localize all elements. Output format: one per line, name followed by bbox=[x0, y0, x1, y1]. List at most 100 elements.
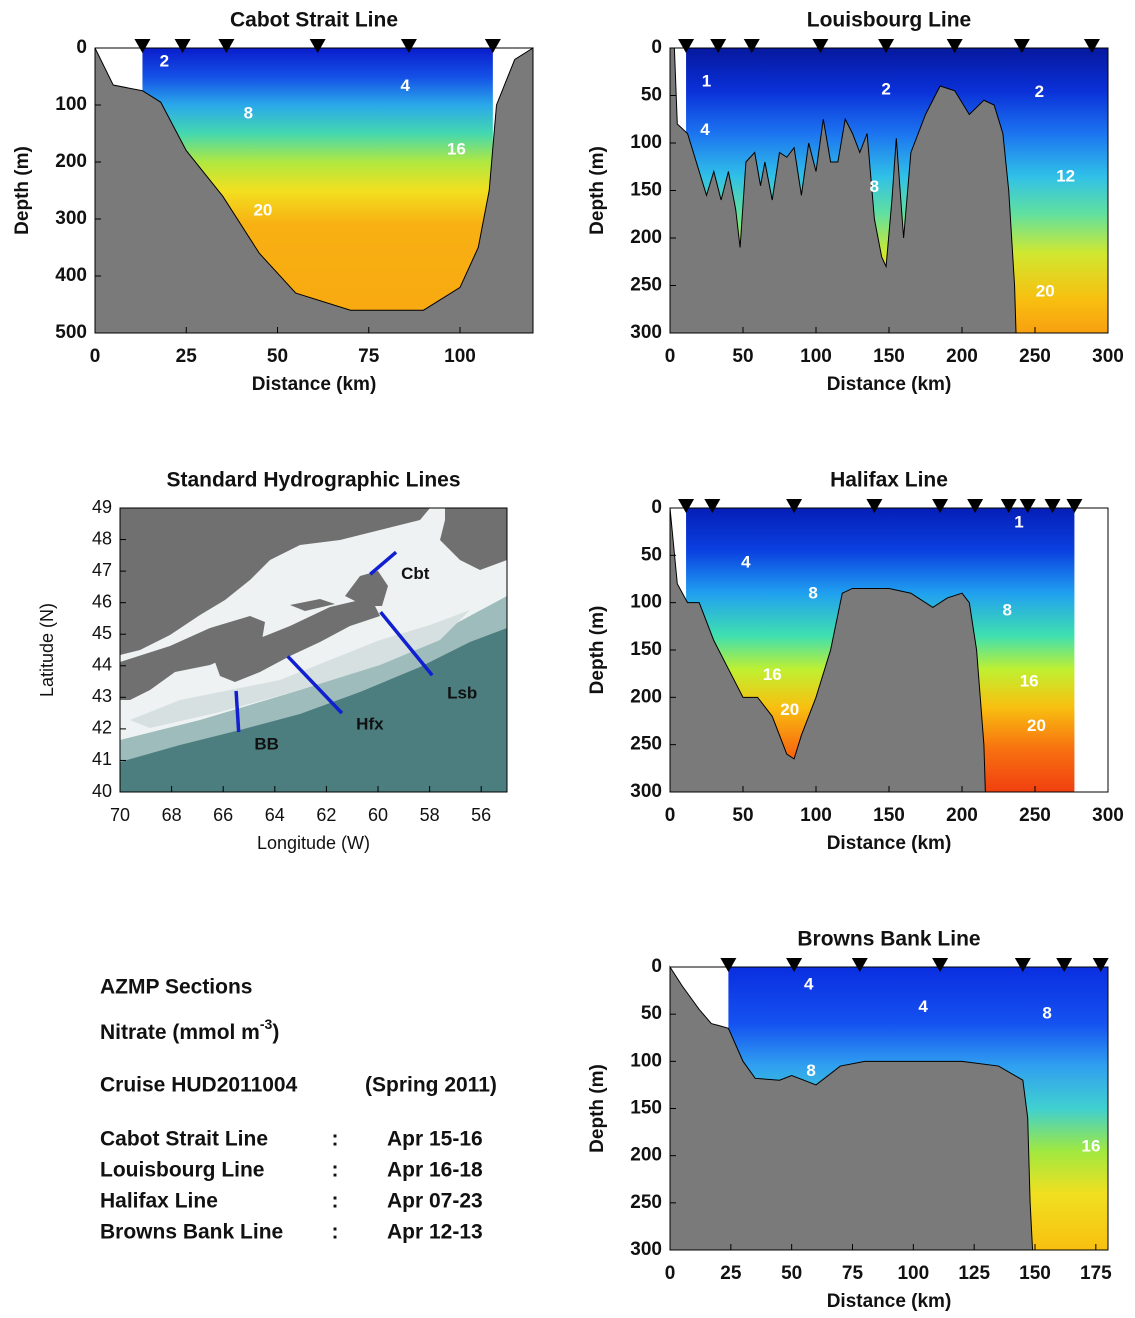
chart-title: Browns Bank Line bbox=[797, 928, 980, 951]
x-tick-label: 125 bbox=[958, 1263, 990, 1284]
row-line: Halifax Line bbox=[100, 1190, 218, 1213]
y-tick-label: 40 bbox=[92, 781, 112, 801]
station bbox=[720, 958, 737, 972]
station bbox=[1014, 958, 1031, 972]
x-tick-label: 56 bbox=[471, 805, 491, 825]
row-dates: Apr 07-23 bbox=[387, 1190, 483, 1213]
station bbox=[1056, 958, 1073, 972]
y-tick-label: 300 bbox=[630, 322, 662, 343]
x-tick-label: 100 bbox=[800, 805, 832, 826]
contour-label: 4 bbox=[918, 997, 928, 1016]
y-tick-label: 200 bbox=[630, 686, 662, 707]
land bbox=[290, 599, 335, 611]
contour-label: 20 bbox=[1036, 282, 1055, 301]
station bbox=[967, 499, 984, 513]
x-tick-label: 250 bbox=[1019, 346, 1051, 367]
x-tick-label: 0 bbox=[665, 1263, 676, 1284]
contour-label: 8 bbox=[1003, 601, 1012, 620]
station bbox=[932, 958, 949, 972]
y-axis-label: Latitude (N) bbox=[37, 603, 57, 697]
y-tick-label: 49 bbox=[92, 497, 112, 517]
deep-water bbox=[120, 628, 507, 792]
y-tick-label: 41 bbox=[92, 749, 112, 769]
contour-label: 16 bbox=[447, 140, 466, 159]
y-tick-label: 300 bbox=[630, 1239, 662, 1260]
station bbox=[484, 39, 501, 53]
x-tick-label: 300 bbox=[1092, 346, 1124, 367]
y-tick-label: 200 bbox=[630, 227, 662, 248]
x-tick-label: 0 bbox=[665, 805, 676, 826]
contour-label: 20 bbox=[253, 201, 272, 220]
contour-label: 12 bbox=[1056, 167, 1075, 186]
x-tick-label: 0 bbox=[665, 346, 676, 367]
x-axis-label: Distance (km) bbox=[827, 374, 952, 395]
station bbox=[878, 39, 895, 53]
y-tick-label: 44 bbox=[92, 655, 112, 675]
station bbox=[786, 499, 803, 513]
y-axis-label: Depth (m) bbox=[587, 146, 608, 235]
x-tick-label: 100 bbox=[897, 1263, 929, 1284]
row-line: Browns Bank Line bbox=[100, 1221, 283, 1244]
x-tick-label: 175 bbox=[1080, 1263, 1112, 1284]
station bbox=[812, 39, 829, 53]
x-tick-label: 200 bbox=[946, 805, 978, 826]
contour-label: 16 bbox=[1082, 1137, 1101, 1156]
x-tick-label: 25 bbox=[176, 346, 198, 367]
y-tick-label: 50 bbox=[641, 85, 662, 106]
x-axis-label: Distance (km) bbox=[252, 374, 377, 395]
section-line bbox=[234, 690, 241, 733]
station bbox=[678, 39, 695, 53]
y-tick-label: 0 bbox=[651, 37, 662, 58]
y-tick-label: 150 bbox=[630, 639, 662, 660]
x-tick-label: 68 bbox=[162, 805, 182, 825]
x-tick-label: 70 bbox=[110, 805, 130, 825]
line-label: Lsb bbox=[447, 684, 477, 703]
x-tick-label: 50 bbox=[781, 1263, 802, 1284]
station bbox=[400, 39, 417, 53]
station bbox=[1066, 499, 1083, 513]
station bbox=[1013, 39, 1030, 53]
station bbox=[1019, 499, 1036, 513]
x-tick-label: 50 bbox=[267, 346, 288, 367]
contour-label: 4 bbox=[401, 76, 411, 95]
x-axis-label: Distance (km) bbox=[827, 833, 952, 854]
contour-label: 4 bbox=[804, 974, 814, 993]
plot-frame bbox=[669, 966, 1109, 1251]
station bbox=[866, 499, 883, 513]
row-line: Louisbourg Line bbox=[100, 1159, 264, 1182]
map-background bbox=[120, 508, 507, 792]
y-tick-label: 42 bbox=[92, 718, 112, 738]
x-tick-label: 58 bbox=[420, 805, 440, 825]
y-tick-label: 250 bbox=[630, 275, 662, 296]
chart-title: Louisbourg Line bbox=[807, 9, 971, 32]
x-tick-label: 75 bbox=[842, 1263, 864, 1284]
y-tick-label: 48 bbox=[92, 528, 112, 548]
x-tick-label: 150 bbox=[873, 805, 905, 826]
chart-title: Cabot Strait Line bbox=[230, 9, 398, 32]
station bbox=[218, 39, 235, 53]
x-tick-label: 200 bbox=[946, 346, 978, 367]
chart-title: Halifax Line bbox=[830, 469, 948, 492]
x-axis-label: Distance (km) bbox=[827, 1291, 952, 1312]
station bbox=[678, 499, 695, 513]
station bbox=[786, 958, 803, 972]
station bbox=[1000, 499, 1017, 513]
land bbox=[120, 508, 430, 655]
contour-label: 1 bbox=[702, 72, 711, 91]
y-tick-label: 46 bbox=[92, 591, 112, 611]
contour-label: 4 bbox=[741, 552, 751, 571]
x-tick-label: 300 bbox=[1092, 805, 1124, 826]
variable-text: Nitrate (mmol m bbox=[100, 1021, 260, 1044]
station bbox=[743, 39, 760, 53]
y-tick-label: 50 bbox=[641, 544, 662, 565]
x-tick-label: 50 bbox=[732, 805, 753, 826]
plot-frame bbox=[94, 47, 534, 334]
y-axis-label: Depth (m) bbox=[587, 606, 608, 695]
section-line bbox=[369, 550, 398, 576]
row-separator: : bbox=[332, 1221, 339, 1244]
y-tick-label: 43 bbox=[92, 686, 112, 706]
contour-label: 1 bbox=[1014, 513, 1023, 532]
station bbox=[1083, 39, 1100, 53]
plot-frame bbox=[119, 507, 508, 793]
contour-label: 2 bbox=[160, 52, 169, 71]
